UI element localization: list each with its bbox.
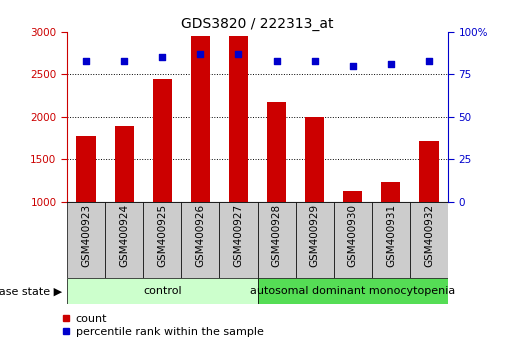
Bar	[258, 278, 448, 304]
Point	[158, 55, 166, 60]
Bar	[372, 202, 410, 278]
Title: GDS3820 / 222313_at: GDS3820 / 222313_at	[181, 17, 334, 31]
Point	[349, 63, 357, 69]
Bar	[410, 202, 448, 278]
Text: GSM400931: GSM400931	[386, 204, 396, 267]
Text: GSM400929: GSM400929	[310, 204, 320, 267]
Point	[234, 51, 243, 57]
Point	[387, 61, 395, 67]
Bar	[419, 141, 439, 202]
Point	[82, 58, 90, 64]
Text: GSM400927: GSM400927	[233, 204, 244, 267]
Bar	[258, 202, 296, 278]
Text: autosomal dominant monocytopenia: autosomal dominant monocytopenia	[250, 286, 455, 296]
Bar	[105, 202, 143, 278]
Bar	[229, 36, 248, 202]
Bar	[382, 182, 401, 202]
Bar	[344, 191, 363, 202]
Bar	[305, 117, 324, 202]
Bar	[191, 36, 210, 202]
Bar	[143, 202, 181, 278]
Text: GSM400928: GSM400928	[271, 204, 282, 267]
Bar	[267, 102, 286, 202]
Point	[196, 51, 204, 57]
Bar	[67, 202, 105, 278]
Bar	[114, 126, 134, 202]
Bar	[153, 79, 172, 202]
Bar	[219, 202, 258, 278]
Bar	[181, 202, 219, 278]
Bar	[67, 278, 258, 304]
Text: GSM400923: GSM400923	[81, 204, 91, 267]
Point	[272, 58, 281, 64]
Text: control: control	[143, 286, 182, 296]
Bar	[296, 202, 334, 278]
Text: GSM400930: GSM400930	[348, 204, 358, 267]
Text: disease state ▶: disease state ▶	[0, 286, 62, 296]
Text: GSM400924: GSM400924	[119, 204, 129, 267]
Point	[425, 58, 433, 64]
Bar	[334, 202, 372, 278]
Text: GSM400932: GSM400932	[424, 204, 434, 267]
Point	[120, 58, 128, 64]
Legend: count, percentile rank within the sample: count, percentile rank within the sample	[62, 314, 263, 337]
Text: GSM400926: GSM400926	[195, 204, 205, 267]
Bar	[76, 136, 96, 202]
Point	[311, 58, 319, 64]
Text: GSM400925: GSM400925	[157, 204, 167, 267]
